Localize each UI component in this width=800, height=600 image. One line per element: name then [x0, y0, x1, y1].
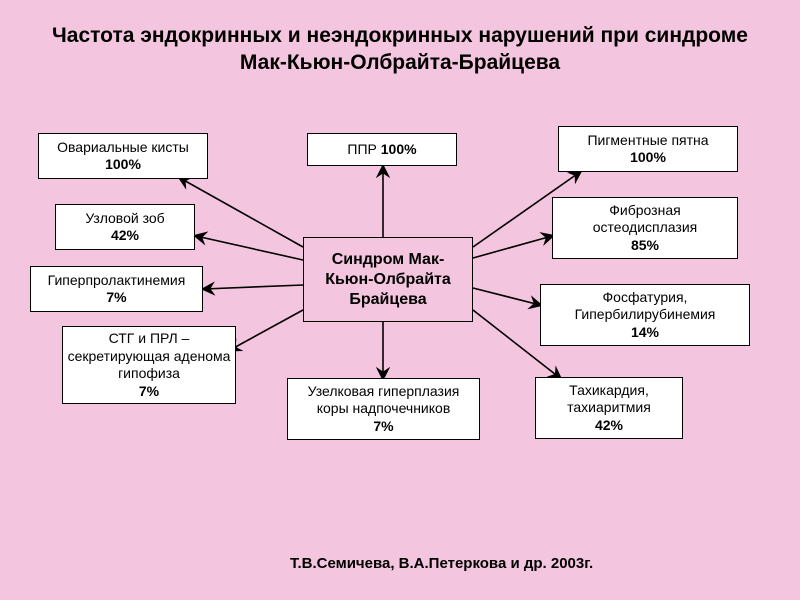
- node-ppr-text: ППР 100%: [347, 141, 416, 159]
- node-pigment: Пигментные пятна100%: [558, 126, 738, 172]
- node-ovarian: Овариальные кисты100%: [38, 133, 208, 179]
- node-ppr: ППР 100%: [307, 133, 457, 166]
- node-pigment-value: 100%: [630, 149, 666, 167]
- page-title: Частота эндокринных и неэндокринных нару…: [50, 22, 750, 77]
- center-line2: Кьюн-Олбрайта: [325, 270, 451, 290]
- node-adrenal-value: 7%: [373, 418, 393, 436]
- citation-text: Т.В.Семичева, В.А.Петеркова и др. 2003г.: [290, 555, 593, 572]
- node-pigment-label: Пигментные пятна: [587, 132, 708, 150]
- node-goiter-value: 42%: [111, 227, 139, 245]
- arrow-goiter: [196, 236, 303, 260]
- node-stg-label: СТГ и ПРЛ – секретирующая аденома гипофи…: [67, 330, 231, 383]
- node-tachy: Тахикардия, тахиаритмия42%: [535, 377, 683, 439]
- node-prolact-value: 7%: [106, 289, 126, 307]
- node-adrenal-label: Узелковая гиперплазия коры надпочечников: [292, 383, 475, 418]
- arrow-stg: [230, 310, 303, 350]
- node-goiter: Узловой зоб42%: [55, 204, 195, 250]
- center-line1: Синдром Мак-: [332, 250, 445, 270]
- node-fibro-value: 85%: [631, 237, 659, 255]
- node-phosph: Фосфатурия, Гипербилирубинемия14%: [540, 284, 750, 346]
- node-ovarian-value: 100%: [105, 156, 141, 174]
- node-prolact: Гиперпролактинемия7%: [30, 266, 203, 312]
- node-fibro-label: Фиброзная остеодисплазия: [557, 202, 733, 237]
- node-stg: СТГ и ПРЛ – секретирующая аденома гипофи…: [62, 326, 236, 404]
- center-line3: Брайцева: [349, 290, 426, 310]
- node-adrenal: Узелковая гиперплазия коры надпочечников…: [287, 378, 480, 440]
- node-tachy-value: 42%: [595, 417, 623, 435]
- node-ovarian-label: Овариальные кисты: [57, 139, 189, 157]
- arrow-ovarian: [180, 178, 303, 247]
- arrow-prolact: [204, 285, 303, 289]
- center-node: Синдром Мак- Кьюн-Олбрайта Брайцева: [303, 237, 473, 322]
- node-phosph-label: Фосфатурия, Гипербилирубинемия: [545, 289, 745, 324]
- node-phosph-value: 14%: [631, 324, 659, 342]
- node-tachy-label: Тахикардия, тахиаритмия: [540, 382, 678, 417]
- arrow-phosph: [473, 288, 540, 305]
- node-fibro: Фиброзная остеодисплазия85%: [552, 197, 738, 259]
- node-prolact-label: Гиперпролактинемия: [48, 272, 186, 290]
- node-goiter-label: Узловой зоб: [85, 210, 164, 228]
- node-stg-value: 7%: [139, 383, 159, 401]
- arrow-fibro: [473, 236, 552, 258]
